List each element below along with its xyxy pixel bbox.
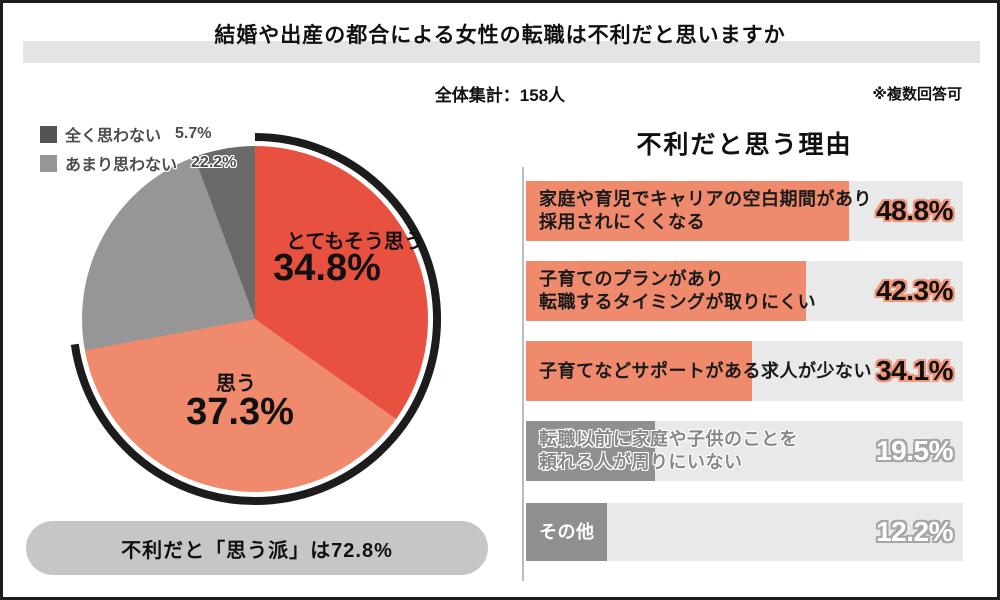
title-highlight-band (23, 41, 980, 63)
bar-row: 子育てなどサポートがある求人が少ない 34.1% (526, 341, 963, 401)
bar-row: 子育てのプランがあり 転職するタイミングが取りにくい 42.3% (526, 261, 963, 321)
slice-value-strongly-agree: 34.8% (273, 247, 381, 289)
bar-fill (526, 421, 656, 481)
bar-fill (526, 341, 752, 401)
bar-label: 子育てなどサポートがある求人が少ない (539, 341, 872, 401)
multiple-answers-note: ※複数回答可 (872, 86, 962, 103)
page-title: 結婚や出産の都合による女性の転職は不利だと思いますか (214, 24, 786, 47)
bar-label-line: 転職以前に家庭や子供のことを (539, 429, 798, 449)
bar-fill (526, 503, 607, 561)
bar-fill (526, 181, 850, 241)
slice-value-agree: 37.3% (186, 391, 294, 433)
bar-value: 12.2% (876, 516, 953, 547)
legend-value: 5.7% (175, 125, 212, 142)
legend-swatch-dark-icon (40, 125, 57, 143)
summary-pill: 不利だと「思う派」は72.8% (26, 521, 488, 575)
bar-label-line: 転職するタイミングが取りにくい (539, 292, 817, 312)
bar-fill (526, 261, 807, 321)
bar-chart-title: 不利だと思う理由 (636, 131, 853, 159)
bar-label-line: 採用されにくくなる (539, 212, 706, 232)
pie-chart (82, 146, 428, 492)
bar-value: 42.3% (876, 275, 953, 306)
legend-item-strongly-disagree: 全く思わない 5.7% (40, 122, 236, 146)
bar-label-line: その他 (539, 521, 595, 542)
bar-label-line: 子育てのプランがあり (539, 269, 724, 289)
bar-label-line: 頼れる人が周りにいない (539, 452, 743, 472)
legend-label: あまり思わない (65, 157, 178, 174)
bar-value: 48.8% (876, 195, 953, 226)
bar-label: 転職以前に家庭や子供のことを 頼れる人が周りにいない (539, 421, 798, 481)
sample-size-label: 全体集計：158人 (434, 86, 566, 105)
bar-row: 家庭や育児でキャリアの空白期間があり 採用されにくくなる 48.8% (526, 181, 963, 241)
bar-row: 転職以前に家庭や子供のことを 頼れる人が周りにいない 19.5% (526, 421, 963, 481)
legend-value: 22.2% (191, 154, 237, 171)
bar-chart-axis (522, 167, 524, 581)
bar-value: 19.5% (876, 435, 953, 466)
pie-legend: 全く思わない 5.7% あまり思わない 22.2% (40, 122, 236, 180)
bar-row: その他 12.2% (526, 503, 963, 561)
bar-label: 子育てのプランがあり 転職するタイミングが取りにくい (539, 261, 816, 321)
legend-label: 全く思わない (65, 128, 162, 145)
legend-item-disagree: あまり思わない 22.2% (40, 151, 236, 175)
legend-swatch-light-icon (40, 154, 57, 172)
bar-value: 34.1% (876, 355, 953, 386)
bar-label: その他 (539, 503, 595, 561)
bar-label: 家庭や育児でキャリアの空白期間があり 採用されにくくなる (539, 181, 872, 241)
bar-label-line: 家庭や育児でキャリアの空白期間があり (539, 189, 872, 209)
bar-label-line: 子育てなどサポートがある求人が少ない (539, 360, 872, 381)
